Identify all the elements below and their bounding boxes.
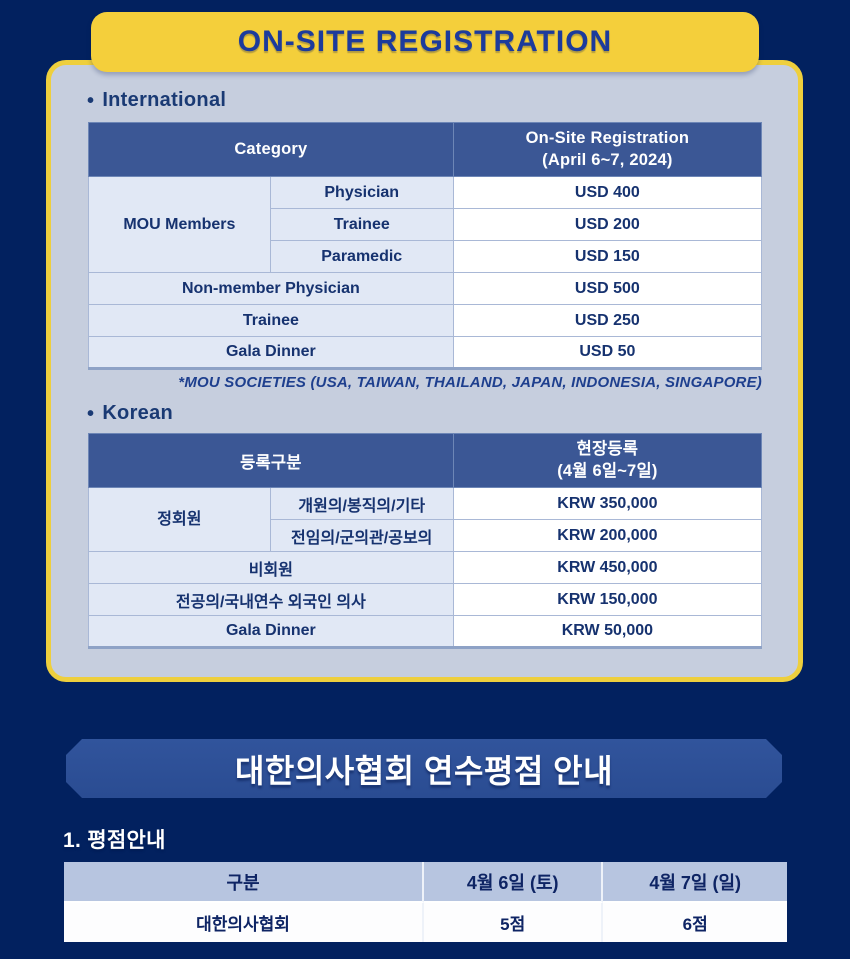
table-row: 전공의/국내연수 외국인 의사 KRW 150,000	[88, 583, 763, 616]
table-header-row: 구분 4월 6일 (토) 4월 7일 (일)	[64, 862, 787, 903]
table-row: Gala Dinner USD 50	[88, 336, 763, 369]
category-cell: Paramedic	[269, 240, 454, 273]
column-header-registration-type: 등록구분	[88, 433, 454, 488]
international-heading-label: International	[102, 89, 227, 111]
column-header-april-6: 4월 6일 (토)	[424, 862, 604, 903]
regular-member-group-cell: 정회원	[88, 487, 271, 552]
kma-credit-banner: 대한의사협회 연수평점 안내	[66, 739, 782, 798]
table-row: Non-member Physician USD 500	[88, 272, 763, 305]
table-row: Trainee USD 200	[89, 208, 763, 241]
category-cell: Gala Dinner	[88, 336, 454, 369]
price-cell: USD 150	[452, 240, 763, 273]
credit-points-saturday-cell: 5점	[424, 903, 604, 942]
header-line-1: On-Site Registration	[525, 129, 690, 148]
table-row: Gala Dinner KRW 50,000	[88, 615, 763, 648]
onsite-registration-banner: ON-SITE REGISTRATION	[91, 12, 759, 72]
credit-subheading: 1. 평점안내	[63, 829, 166, 852]
category-cell: Non-member Physician	[88, 272, 454, 305]
table-row: Paramedic USD 150	[89, 240, 763, 273]
table-row: 비회원 KRW 450,000	[88, 551, 763, 584]
group-label-line-1: MOU	[123, 215, 161, 233]
category-cell: Trainee	[269, 208, 454, 241]
column-header-onsite-registration: On-Site Registration (April 6~7, 2024)	[452, 122, 763, 177]
price-cell: KRW 350,000	[452, 487, 763, 520]
category-cell: Gala Dinner	[88, 615, 454, 648]
mou-societies-note: *MOU SOCIETIES (USA, TAIWAN, THAILAND, J…	[178, 374, 762, 391]
bullet-icon: •	[87, 402, 95, 425]
korean-price-table: 등록구분 현장등록 (4월 6일~7일) 정회원 개원의/봉직의/기타 KRW …	[88, 433, 763, 649]
onsite-registration-title: ON-SITE REGISTRATION	[237, 25, 613, 58]
category-cell: 전임의/군의관/공보의	[269, 519, 454, 552]
header-line-2: (April 6~7, 2024)	[542, 150, 673, 169]
header-line-2: (4월 6일~7일)	[557, 461, 658, 480]
bullet-icon: •	[87, 89, 95, 112]
category-cell: 전공의/국내연수 외국인 의사	[88, 583, 454, 616]
kma-credit-banner-title: 대한의사협회 연수평점 안내	[234, 752, 614, 789]
table-row: Trainee USD 250	[88, 304, 763, 337]
organization-cell: 대한의사협회	[64, 903, 425, 942]
category-cell: Physician	[269, 176, 454, 209]
group-label-line-2: Members	[165, 215, 236, 233]
header-line-1: 현장등록	[576, 440, 639, 459]
table-row: MOU Members Physician USD 400	[88, 176, 763, 273]
column-header-onsite-registration: 현장등록 (4월 6일~7일)	[452, 433, 763, 488]
table-header-row: 등록구분 현장등록 (4월 6일~7일)	[88, 433, 763, 488]
price-cell: KRW 200,000	[452, 519, 763, 552]
price-cell: USD 400	[452, 176, 763, 209]
price-cell: KRW 450,000	[452, 551, 763, 584]
table-row: 대한의사협회 5점 6점	[64, 903, 787, 942]
price-cell: USD 500	[452, 272, 763, 305]
table-row: 정회원 개원의/봉직의/기타 KRW 350,000	[88, 487, 763, 552]
international-heading: • International	[87, 89, 226, 112]
category-cell: 비회원	[88, 551, 454, 584]
registration-panel: • International Category On-Site Registr…	[46, 60, 803, 682]
table-header-row: Category On-Site Registration (April 6~7…	[88, 122, 763, 177]
price-cell: USD 200	[452, 208, 763, 241]
column-header-category: Category	[88, 122, 454, 177]
korean-heading-label: Korean	[102, 402, 174, 424]
column-header-division: 구분	[64, 862, 425, 903]
korean-heading: • Korean	[87, 402, 173, 425]
credit-points-sunday-cell: 6점	[603, 903, 787, 942]
column-header-april-7: 4월 7일 (일)	[603, 862, 787, 903]
credit-table: 구분 4월 6일 (토) 4월 7일 (일) 대한의사협회 5점 6점	[64, 862, 787, 942]
category-cell: 개원의/봉직의/기타	[269, 487, 454, 520]
price-cell: KRW 150,000	[452, 583, 763, 616]
category-cell: Trainee	[88, 304, 454, 337]
price-cell: USD 50	[452, 336, 763, 369]
table-row: 전임의/군의관/공보의 KRW 200,000	[89, 519, 763, 552]
price-cell: USD 250	[452, 304, 763, 337]
price-cell: KRW 50,000	[452, 615, 763, 648]
mou-members-group-cell: MOU Members	[88, 176, 271, 273]
international-price-table: Category On-Site Registration (April 6~7…	[88, 122, 763, 370]
